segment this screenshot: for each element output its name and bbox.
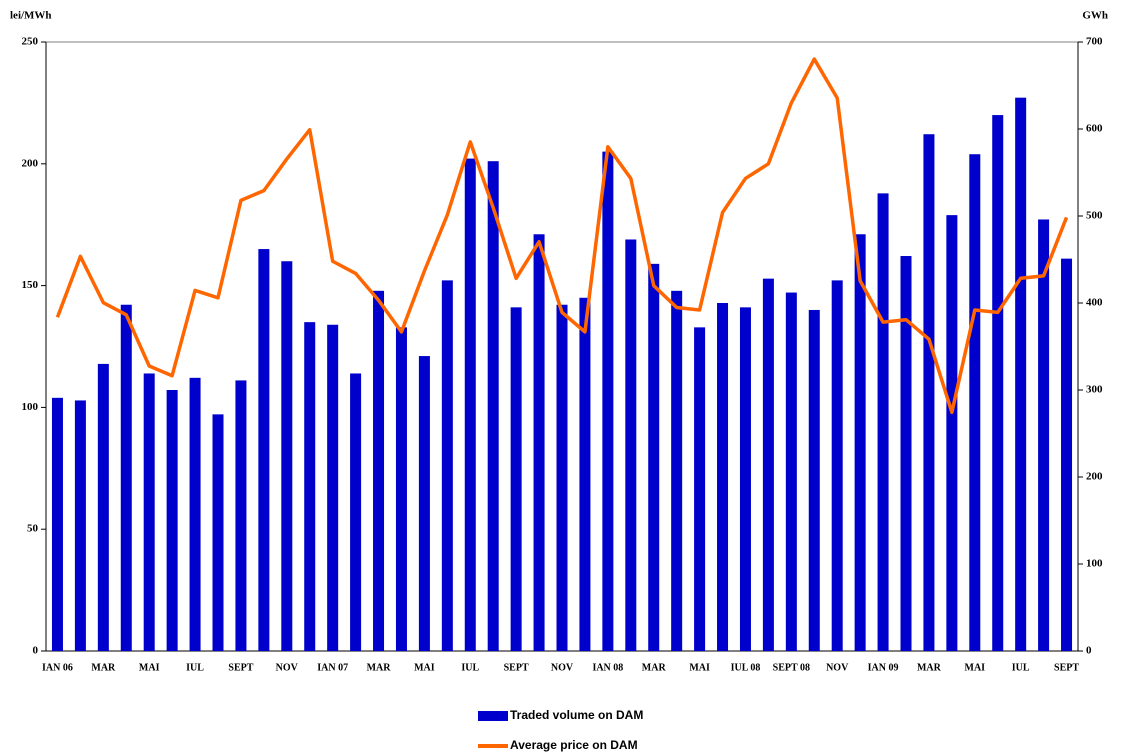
y2-tick-label: 400 (1086, 297, 1103, 309)
bar (946, 215, 958, 651)
bar (808, 309, 820, 651)
bar (350, 373, 362, 651)
x-tick-label: IUL (186, 662, 204, 673)
x-tick-label: IAN 09 (868, 662, 899, 673)
bar (739, 307, 751, 651)
x-tick-label: MAR (642, 662, 667, 673)
x-tick-label: IUL (461, 662, 479, 673)
bar (120, 304, 132, 651)
bar (235, 380, 247, 651)
x-tick-label: MAI (689, 662, 710, 673)
y2-tick-label: 300 (1086, 384, 1103, 396)
bar (258, 249, 270, 651)
x-tick-label: IAN 08 (592, 662, 623, 673)
x-tick-label: NOV (276, 662, 299, 673)
x-tick-label: MAI (965, 662, 986, 673)
bar (1015, 97, 1027, 652)
x-tick-label: MAR (367, 662, 392, 673)
y2-tick-label: 600 (1086, 123, 1103, 135)
bar (762, 278, 774, 651)
bar (487, 161, 499, 651)
x-tick-label: MAR (91, 662, 116, 673)
bar (74, 400, 86, 651)
bar (854, 234, 866, 651)
y-tick-label: 200 (22, 157, 39, 169)
bar (602, 151, 614, 651)
bar (143, 373, 155, 651)
bar (166, 390, 178, 651)
x-tick-label: NOV (826, 662, 849, 673)
bar (694, 327, 706, 651)
bar (785, 292, 797, 651)
bar (992, 115, 1004, 651)
bar (969, 154, 981, 652)
y2-tick-label: 500 (1086, 210, 1103, 222)
bar (625, 239, 637, 652)
y-axis-label: lei/MWh (10, 10, 52, 22)
y-tick-label: 0 (33, 645, 39, 657)
bar (395, 327, 407, 651)
bar (831, 280, 843, 651)
legend-swatch (478, 711, 508, 721)
x-tick-label: MAI (139, 662, 160, 673)
bar (1061, 258, 1073, 651)
bar (212, 414, 224, 651)
legend-label: Average price on DAM (510, 738, 638, 752)
bar (441, 280, 453, 651)
bar (373, 290, 385, 651)
x-tick-label: IAN 06 (42, 662, 73, 673)
x-tick-label: SEPT (228, 662, 253, 673)
bar (579, 297, 591, 651)
x-tick-label: IAN 07 (317, 662, 348, 673)
x-tick-label: MAI (414, 662, 435, 673)
x-tick-label: SEPT (1054, 662, 1079, 673)
y-tick-label: 250 (22, 36, 39, 48)
bar (877, 193, 889, 651)
bar (304, 322, 316, 651)
y2-axis-label: GWh (1082, 10, 1108, 22)
line (55, 57, 1069, 415)
y-tick-label: 50 (27, 523, 39, 535)
bar (717, 303, 729, 651)
bar (923, 134, 935, 652)
bar (97, 363, 109, 651)
bar (510, 307, 522, 651)
x-tick-label: NOV (551, 662, 574, 673)
bar (464, 158, 476, 651)
bar (671, 290, 683, 651)
bar (648, 263, 660, 651)
y-tick-label: 100 (22, 401, 39, 413)
y2-tick-label: 0 (1086, 645, 1092, 657)
bar (51, 397, 63, 651)
bar (281, 261, 293, 651)
x-tick-label: MAR (917, 662, 942, 673)
y2-tick-label: 200 (1086, 471, 1103, 483)
bar (556, 304, 568, 651)
x-tick-label: SEPT 08 (773, 662, 810, 673)
x-tick-label: IUL (1012, 662, 1030, 673)
bar (533, 234, 545, 651)
bar (900, 256, 912, 651)
y2-tick-label: 100 (1086, 558, 1103, 570)
y2-tick-label: 700 (1086, 36, 1103, 48)
x-tick-label: SEPT (504, 662, 529, 673)
bar (418, 356, 430, 651)
y-tick-label: 150 (22, 279, 39, 291)
legend-label: Traded volume on DAM (510, 708, 643, 722)
x-tick-label: IUL 08 (731, 662, 761, 673)
bar (327, 324, 339, 651)
bar (1038, 219, 1050, 652)
bar (189, 377, 201, 651)
